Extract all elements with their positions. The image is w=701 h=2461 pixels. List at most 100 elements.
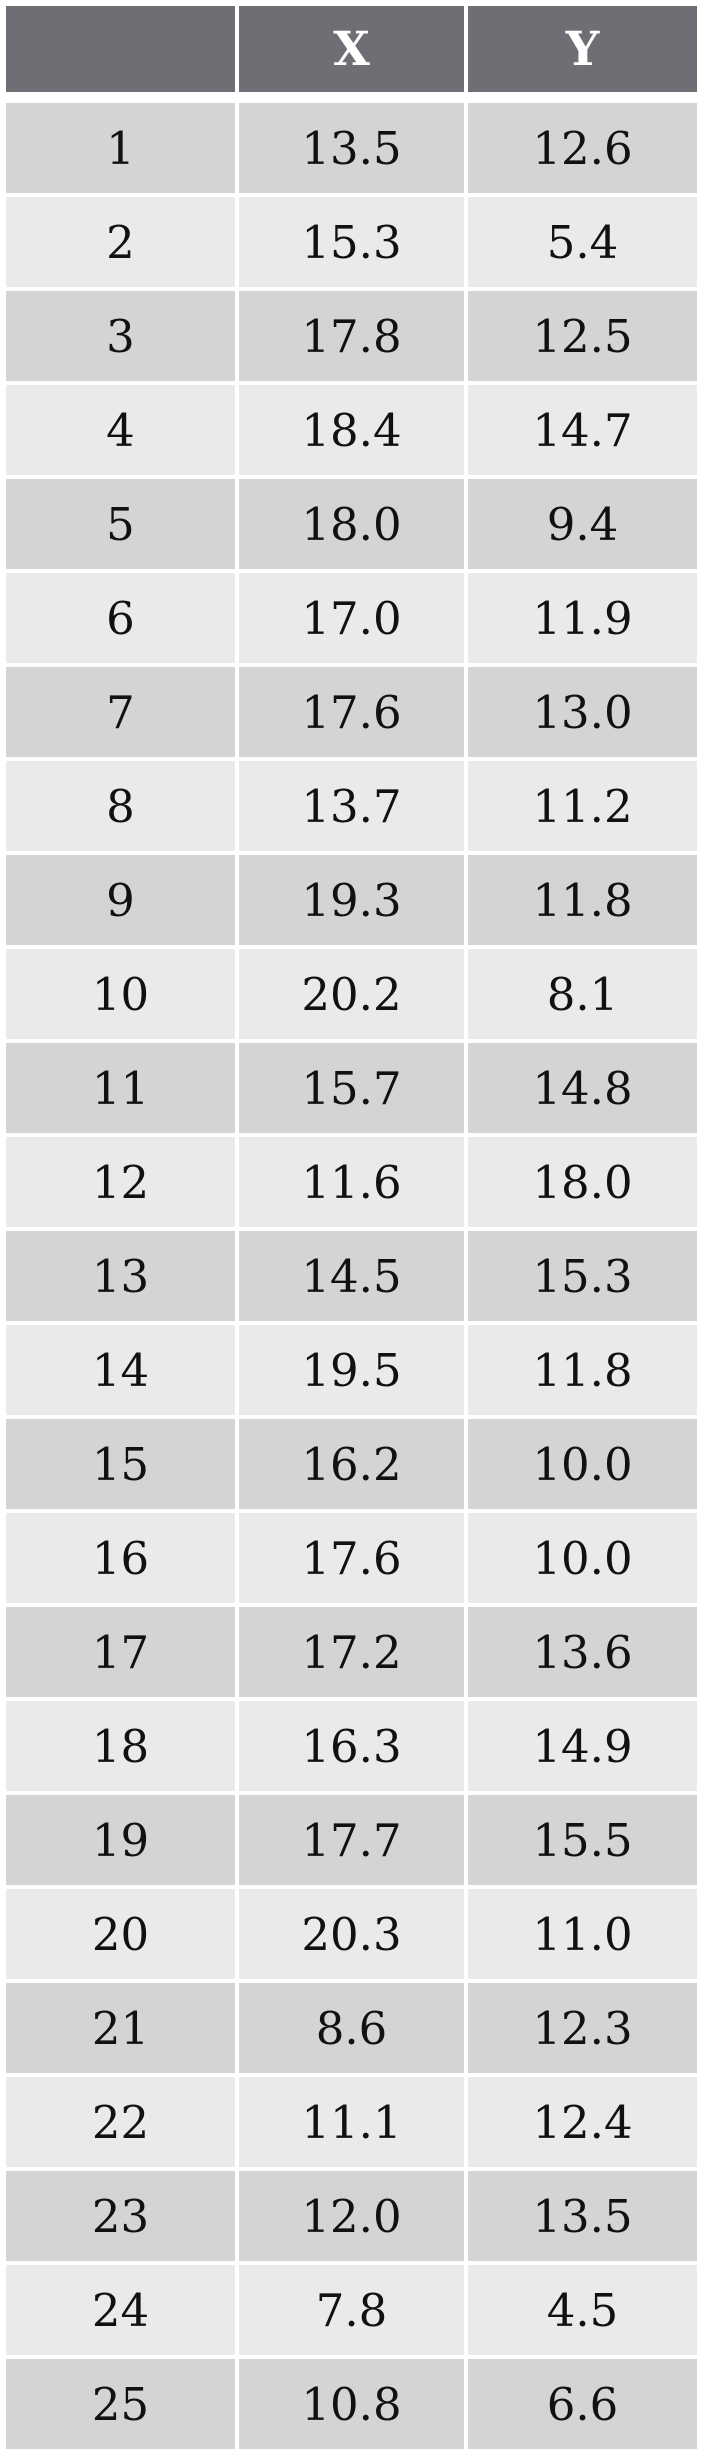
table-row: 17 17.2 13.6 bbox=[6, 1607, 697, 1697]
y-value-cell: 5.4 bbox=[468, 197, 697, 287]
y-value-cell: 13.0 bbox=[468, 667, 697, 757]
y-value-cell: 9.4 bbox=[468, 479, 697, 569]
x-value-cell: 20.3 bbox=[239, 1889, 464, 1979]
index-cell: 25 bbox=[6, 2359, 235, 2449]
x-value-cell: 18.0 bbox=[239, 479, 464, 569]
table-row: 10 20.2 8.1 bbox=[6, 949, 697, 1039]
index-cell: 17 bbox=[6, 1607, 235, 1697]
table-row: 18 16.3 14.9 bbox=[6, 1701, 697, 1791]
y-value-cell: 12.5 bbox=[468, 291, 697, 381]
index-cell: 3 bbox=[6, 291, 235, 381]
index-cell: 14 bbox=[6, 1325, 235, 1415]
table-row: 13 14.5 15.3 bbox=[6, 1231, 697, 1321]
index-cell: 18 bbox=[6, 1701, 235, 1791]
table-row: 16 17.6 10.0 bbox=[6, 1513, 697, 1603]
index-cell: 6 bbox=[6, 573, 235, 663]
y-value-cell: 18.0 bbox=[468, 1137, 697, 1227]
index-cell: 19 bbox=[6, 1795, 235, 1885]
x-value-cell: 16.2 bbox=[239, 1419, 464, 1509]
y-value-cell: 6.6 bbox=[468, 2359, 697, 2449]
x-value-cell: 17.0 bbox=[239, 573, 464, 663]
header-cell-y: Y bbox=[468, 6, 697, 92]
x-value-cell: 8.6 bbox=[239, 1983, 464, 2073]
y-value-cell: 11.2 bbox=[468, 761, 697, 851]
table-body: 1 13.5 12.6 2 15.3 5.4 3 17.8 12.5 4 18.4 14.7 5 18.0… bbox=[6, 103, 697, 2449]
x-value-cell: 17.2 bbox=[239, 1607, 464, 1697]
table-row: 14 19.5 11.8 bbox=[6, 1325, 697, 1415]
index-cell: 7 bbox=[6, 667, 235, 757]
y-value-cell: 11.0 bbox=[468, 1889, 697, 1979]
y-value-cell: 11.8 bbox=[468, 1325, 697, 1415]
x-value-cell: 17.7 bbox=[239, 1795, 464, 1885]
x-value-cell: 19.5 bbox=[239, 1325, 464, 1415]
table-row: 19 17.7 15.5 bbox=[6, 1795, 697, 1885]
header-cell-x: X bbox=[239, 6, 464, 92]
table-row: 5 18.0 9.4 bbox=[6, 479, 697, 569]
table-row: 20 20.3 11.0 bbox=[6, 1889, 697, 1979]
y-value-cell: 11.8 bbox=[468, 855, 697, 945]
y-value-cell: 8.1 bbox=[468, 949, 697, 1039]
y-value-cell: 14.7 bbox=[468, 385, 697, 475]
index-cell: 4 bbox=[6, 385, 235, 475]
x-value-cell: 13.5 bbox=[239, 103, 464, 193]
x-value-cell: 18.4 bbox=[239, 385, 464, 475]
y-value-cell: 12.3 bbox=[468, 1983, 697, 2073]
x-value-cell: 13.7 bbox=[239, 761, 464, 851]
y-value-cell: 14.8 bbox=[468, 1043, 697, 1133]
y-value-cell: 13.5 bbox=[468, 2171, 697, 2261]
data-table-container: X Y 1 13.5 12.6 2 15.3 5.4 3 17.8 12.5 4 18.4 14.7 5… bbox=[6, 6, 697, 2449]
index-cell: 16 bbox=[6, 1513, 235, 1603]
index-cell: 23 bbox=[6, 2171, 235, 2261]
y-value-cell: 11.9 bbox=[468, 573, 697, 663]
header-spacer-cell bbox=[6, 96, 697, 99]
table-row: 11 15.7 14.8 bbox=[6, 1043, 697, 1133]
x-value-cell: 14.5 bbox=[239, 1231, 464, 1321]
index-cell: 9 bbox=[6, 855, 235, 945]
x-value-cell: 11.6 bbox=[239, 1137, 464, 1227]
index-cell: 2 bbox=[6, 197, 235, 287]
table-row: 4 18.4 14.7 bbox=[6, 385, 697, 475]
index-cell: 13 bbox=[6, 1231, 235, 1321]
table-row: 7 17.6 13.0 bbox=[6, 667, 697, 757]
y-value-cell: 15.3 bbox=[468, 1231, 697, 1321]
table-row: 22 11.1 12.4 bbox=[6, 2077, 697, 2167]
index-cell: 15 bbox=[6, 1419, 235, 1509]
y-value-cell: 12.6 bbox=[468, 103, 697, 193]
index-cell: 24 bbox=[6, 2265, 235, 2355]
x-value-cell: 20.2 bbox=[239, 949, 464, 1039]
x-value-cell: 16.3 bbox=[239, 1701, 464, 1791]
x-value-cell: 19.3 bbox=[239, 855, 464, 945]
table-row: 15 16.2 10.0 bbox=[6, 1419, 697, 1509]
table-row: 3 17.8 12.5 bbox=[6, 291, 697, 381]
header-row: X Y bbox=[6, 6, 697, 92]
table-row: 23 12.0 13.5 bbox=[6, 2171, 697, 2261]
table-row: 9 19.3 11.8 bbox=[6, 855, 697, 945]
table-row: 1 13.5 12.6 bbox=[6, 103, 697, 193]
x-value-cell: 15.3 bbox=[239, 197, 464, 287]
index-cell: 10 bbox=[6, 949, 235, 1039]
table-row: 8 13.7 11.2 bbox=[6, 761, 697, 851]
index-cell: 1 bbox=[6, 103, 235, 193]
x-value-cell: 10.8 bbox=[239, 2359, 464, 2449]
header-cell-index bbox=[6, 6, 235, 92]
y-value-cell: 15.5 bbox=[468, 1795, 697, 1885]
index-cell: 8 bbox=[6, 761, 235, 851]
y-value-cell: 14.9 bbox=[468, 1701, 697, 1791]
index-cell: 11 bbox=[6, 1043, 235, 1133]
y-value-cell: 4.5 bbox=[468, 2265, 697, 2355]
table-row: 2 15.3 5.4 bbox=[6, 197, 697, 287]
y-value-cell: 10.0 bbox=[468, 1419, 697, 1509]
table-row: 12 11.6 18.0 bbox=[6, 1137, 697, 1227]
x-value-cell: 11.1 bbox=[239, 2077, 464, 2167]
y-value-cell: 13.6 bbox=[468, 1607, 697, 1697]
table-row: 21 8.6 12.3 bbox=[6, 1983, 697, 2073]
y-value-cell: 12.4 bbox=[468, 2077, 697, 2167]
x-value-cell: 17.6 bbox=[239, 1513, 464, 1603]
y-value-cell: 10.0 bbox=[468, 1513, 697, 1603]
table-row: 24 7.8 4.5 bbox=[6, 2265, 697, 2355]
index-cell: 21 bbox=[6, 1983, 235, 2073]
index-cell: 5 bbox=[6, 479, 235, 569]
index-cell: 12 bbox=[6, 1137, 235, 1227]
x-value-cell: 7.8 bbox=[239, 2265, 464, 2355]
